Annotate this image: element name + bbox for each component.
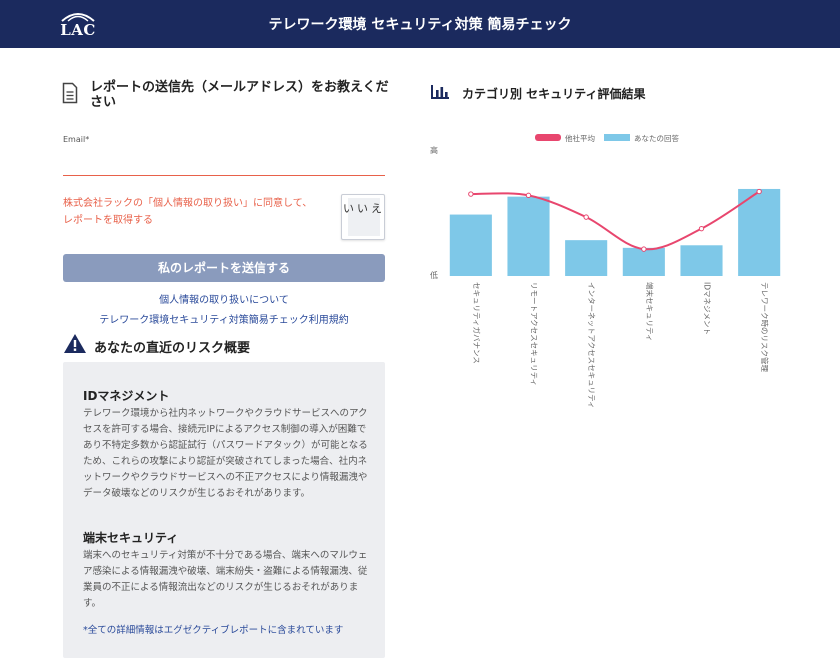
warning-icon [64,334,86,353]
risk-title-id-management: IDマネジメント [83,389,170,403]
x-tick-label: インターネットアクセスセキュリティ [587,282,596,409]
chart-bar [680,245,723,276]
x-tick-label: セキュリティガバナンス [472,282,482,364]
logo-arc-icon [61,13,95,22]
risk-title-endpoint-security: 端末セキュリティ [83,531,179,545]
x-tick-label: テレワーク時のリスク管理 [760,282,770,372]
chart-bar [565,240,608,276]
email-label: Email* [63,135,90,144]
email-field[interactable] [63,150,385,176]
consent-toggle-knob [348,198,380,236]
bar-chart-icon [431,85,449,99]
risk-summary-heading: あなたの直近のリスク概要 [94,341,251,356]
legend-swatch-line [535,134,561,141]
terms-of-use-link[interactable]: テレワーク環境セキュリティ対策簡易チェック利用規約 [99,315,349,326]
consent-toggle-label: いいえ [343,202,385,215]
legend-swatch-bar [604,134,630,141]
risk-summary-panel: IDマネジメント テレワーク環境から社内ネットワークやクラウドサービスへのアクセ… [63,362,385,658]
chart-heading: カテゴリ別 セキュリティ評価結果 [462,87,646,101]
lac-logo[interactable]: LAC [58,12,98,40]
document-icon [62,82,78,104]
privacy-policy-link[interactable]: 個人情報の取り扱いについて [159,295,289,306]
page-title: テレワーク環境 セキュリティ対策 簡易チェック [268,17,572,33]
x-tick-label: IDマネジメント [703,282,712,335]
x-tick-label: 端末セキュリティ [645,282,655,342]
chart-bar [738,188,781,276]
legend-label-bar: あなたの回答 [634,133,679,143]
line-point [641,246,647,252]
chart-bar [507,196,550,276]
line-point [756,188,762,195]
chart-bar [622,247,665,276]
risk-body-id-management: テレワーク環境から社内ネットワークやクラウドサービスへのアクセスを許可する場合、… [83,408,368,499]
report-form-heading: レポートの送信先（メールアドレス）をお教えください [90,80,389,110]
consent-text: 株式会社ラックの「個人情報の取り扱い」に同意して、レポートを取得する [63,198,313,226]
line-point [583,214,589,220]
consent-toggle[interactable]: いいえ [341,194,385,240]
legend-label-line: 他社平均 [565,133,595,143]
x-tick-label: リモートアクセスセキュリティ [530,282,539,386]
line-point [525,192,532,199]
chart-bar [449,214,492,276]
line-point [468,191,474,197]
y-tick-high: 高 [430,145,438,155]
send-report-button[interactable]: 私のレポートを送信する [63,254,385,282]
risk-body-endpoint-security: 端末へのセキュリティ対策が不十分である場合、端末へのマルウェア感染による情報漏洩… [83,550,368,609]
executive-report-note: *全ての詳細情報はエグゼクティブレポートに含まれています [83,625,344,636]
line-point [698,225,705,232]
y-tick-low: 低 [430,270,438,280]
app-header: LAC テレワーク環境 セキュリティ対策 簡易チェック [0,0,840,48]
logo-text: LAC [60,21,96,39]
